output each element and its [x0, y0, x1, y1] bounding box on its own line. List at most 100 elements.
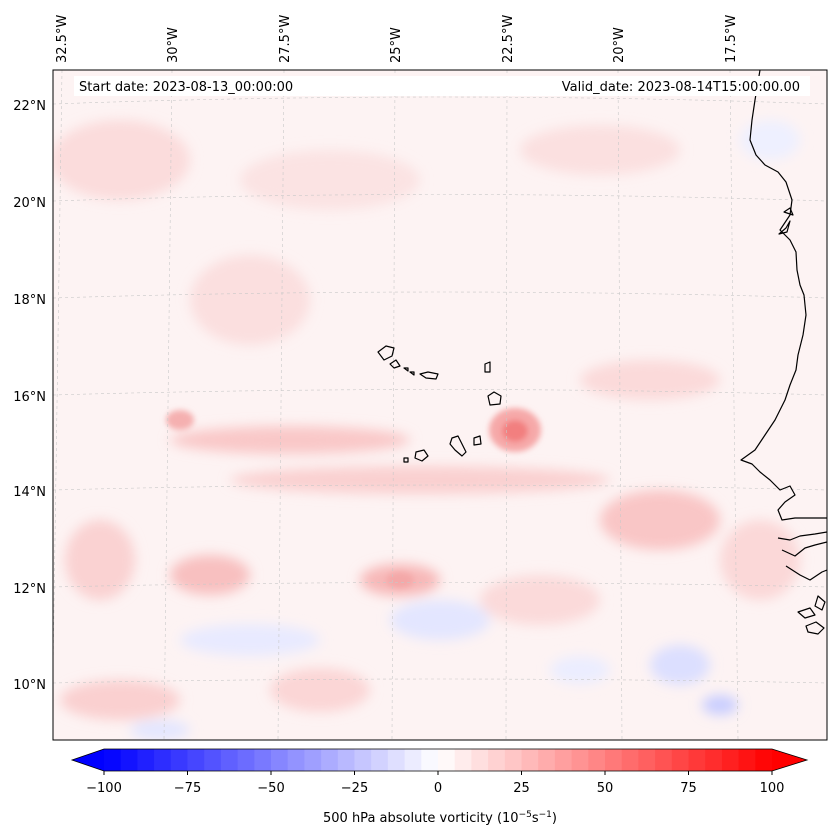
lat-tick-label: 14°N [13, 485, 46, 500]
lat-tick-label: 22°N [13, 99, 46, 114]
colorbar-segment [154, 749, 171, 771]
colorbar-segment [705, 749, 722, 771]
colorbar-segment [455, 749, 472, 771]
colorbar-title-suffix: ) [552, 811, 557, 826]
colorbar-title: 500 hPa absolute vorticity (10−5s−1) [323, 810, 557, 826]
vorticity-band [230, 466, 610, 494]
colorbar-tick-label: −25 [341, 781, 368, 796]
negative-vorticity-patch [130, 720, 190, 740]
colorbar-segment [555, 749, 572, 771]
lon-tick-label: 22.5°W [501, 15, 516, 63]
colorbar-tick-label: −75 [174, 781, 201, 796]
colorbar-segment [638, 749, 655, 771]
negative-vorticity-patch [740, 120, 800, 160]
colorbar-segment [755, 749, 772, 771]
negative-vorticity-patch [390, 600, 490, 640]
colorbar-segment [388, 749, 405, 771]
vorticity-patch [240, 150, 420, 210]
vorticity-patch [520, 125, 680, 175]
colorbar-tick-label: 0 [434, 781, 442, 796]
negative-vorticity-patch [180, 624, 320, 656]
vorticity-map-figure: Start date: 2023-08-13_00:00:00 Valid_da… [0, 0, 837, 839]
colorbar-segment [188, 749, 205, 771]
colorbar-extend-low-arrow [72, 749, 104, 771]
vorticity-patch [65, 520, 135, 600]
colorbar-segment [588, 749, 605, 771]
colorbar-segment [538, 749, 555, 771]
lon-tick-label: 17.5°W [724, 15, 739, 63]
colorbar-ticks [104, 771, 772, 775]
colorbar-segment [622, 749, 639, 771]
colorbar-segment [137, 749, 154, 771]
vorticity-patch [600, 490, 720, 550]
colorbar-segment [355, 749, 372, 771]
map-panel: Start date: 2023-08-13_00:00:00 Valid_da… [50, 70, 827, 740]
colorbar-segment [104, 749, 121, 771]
latitude-axis: 22°N 20°N 18°N 16°N 14°N 12°N 10°N [13, 99, 46, 693]
colorbar-segment [505, 749, 522, 771]
vorticity-patch [60, 680, 180, 720]
colorbar-segments [104, 749, 773, 771]
start-date-label: Start date: 2023-08-13_00:00:00 [79, 80, 293, 95]
lat-tick-label: 20°N [13, 196, 46, 211]
longitude-axis: 32.5°W 30°W 27.5°W 25°W 22.5°W 20°W 17.5… [55, 15, 739, 63]
lat-tick-label: 18°N [13, 293, 46, 308]
vorticity-patch [190, 255, 310, 345]
colorbar-segment [405, 749, 422, 771]
colorbar-segment [438, 749, 455, 771]
colorbar-segment [238, 749, 255, 771]
lon-tick-label: 32.5°W [55, 15, 70, 63]
colorbar-segment [271, 749, 288, 771]
vorticity-patch [580, 360, 720, 400]
vorticity-patch [170, 555, 250, 595]
colorbar-title-exponent: −5 [519, 810, 532, 820]
colorbar-segment [739, 749, 756, 771]
colorbar-tick-label: −50 [257, 781, 284, 796]
colorbar-segment [689, 749, 706, 771]
lat-tick-label: 12°N [13, 582, 46, 597]
colorbar-segment [288, 749, 305, 771]
vorticity-band [170, 426, 410, 454]
colorbar-segment [221, 749, 238, 771]
colorbar-segment [655, 749, 672, 771]
colorbar-extend-high-arrow [772, 749, 807, 771]
vorticity-max-secondary [386, 572, 414, 588]
negative-vorticity-patch [702, 695, 738, 715]
vorticity-max-core [502, 420, 528, 442]
negative-vorticity-patch [650, 645, 710, 685]
colorbar-segment [121, 749, 138, 771]
colorbar-segment [371, 749, 388, 771]
lon-tick-label: 25°W [389, 27, 404, 63]
colorbar-segment [204, 749, 221, 771]
colorbar-segment [488, 749, 505, 771]
colorbar-segment [421, 749, 438, 771]
colorbar-segment [338, 749, 355, 771]
colorbar-segment [672, 749, 689, 771]
colorbar-segment [321, 749, 338, 771]
colorbar-segment [304, 749, 321, 771]
colorbar-tick-label: 50 [597, 781, 614, 796]
lon-tick-label: 20°W [612, 27, 627, 63]
colorbar-segment [722, 749, 739, 771]
lat-tick-label: 10°N [13, 678, 46, 693]
colorbar-tick-label: 25 [513, 781, 530, 796]
lon-tick-label: 30°W [166, 27, 181, 63]
colorbar-tick-label: 100 [760, 781, 785, 796]
colorbar-segment [605, 749, 622, 771]
colorbar-tick-labels: −100 −75 −50 −25 0 25 50 75 100 [86, 781, 784, 796]
lon-tick-label: 27.5°W [278, 15, 293, 63]
colorbar: −100 −75 −50 −25 0 25 50 75 100 500 hPa … [72, 749, 807, 826]
vorticity-patch [270, 668, 370, 712]
vorticity-patch [720, 520, 800, 600]
colorbar-tick-label: −100 [86, 781, 122, 796]
vorticity-patch [50, 120, 190, 200]
colorbar-title-exponent: −1 [539, 810, 552, 820]
colorbar-segment [254, 749, 271, 771]
colorbar-segment [572, 749, 589, 771]
colorbar-tick-label: 75 [680, 781, 697, 796]
valid-date-label: Valid_date: 2023-08-14T15:00:00.00 [562, 80, 800, 95]
vorticity-max-secondary [166, 410, 194, 430]
lat-tick-label: 16°N [13, 390, 46, 405]
colorbar-segment [171, 749, 188, 771]
colorbar-segment [471, 749, 488, 771]
